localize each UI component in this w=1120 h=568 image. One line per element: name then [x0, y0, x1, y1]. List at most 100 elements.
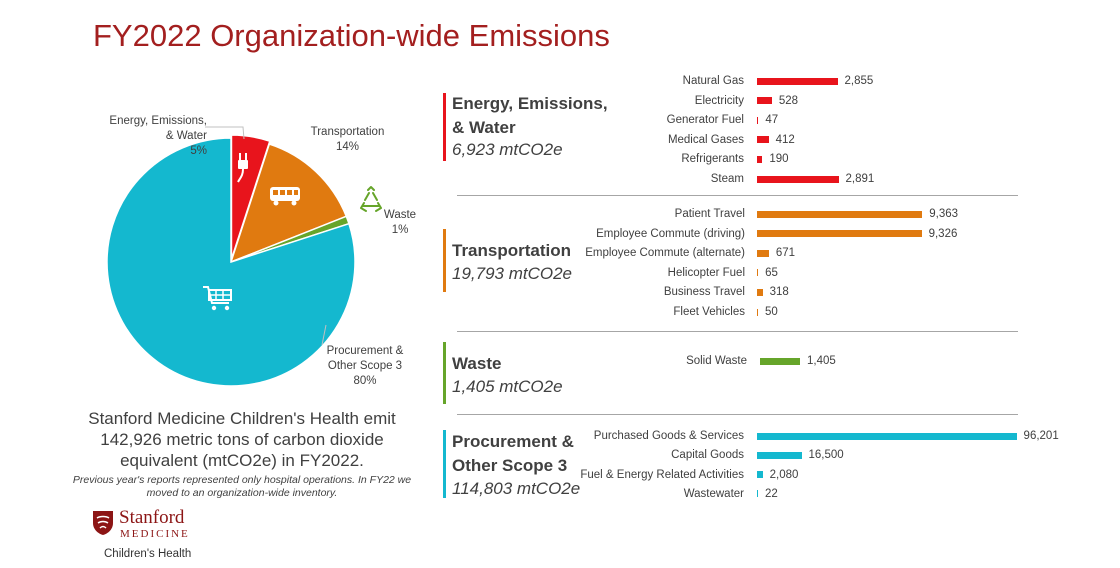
category-accent-waste [443, 342, 446, 404]
bar-value-procurement: 22 [765, 487, 778, 500]
shield-logo-icon [93, 511, 113, 535]
stanford-medicine-logo: Stanford MEDICINE Children's Health [92, 508, 212, 564]
bar-label-waste: Solid Waste [686, 355, 747, 367]
bar-value-energy: 528 [778, 94, 799, 107]
pie-label-energy-pct: 5% [190, 145, 207, 157]
bar-label-transportation: Patient Travel [674, 208, 745, 220]
pie-label-procurement-line1: Procurement & [326, 345, 404, 357]
bar-transportation [757, 288, 763, 296]
bar-label-procurement: Purchased Goods & Services [593, 430, 744, 442]
category-title-procurement: Procurement & Other Scope 3 [452, 430, 574, 478]
logo-childrens-health-text: Children's Health [104, 548, 192, 560]
bar-label-procurement: Capital Goods [671, 449, 744, 462]
pie-label-procurement-pct: 80% [353, 375, 377, 387]
category-title-procurement-line2: Other Scope 3 [452, 456, 568, 475]
bar-label-energy: Electricity [694, 94, 744, 107]
summary-main: Stanford Medicine Children's Health emit… [88, 409, 396, 470]
pie-label-transportation: Transportation 14% [300, 125, 395, 155]
bar-procurement [757, 451, 802, 459]
section-divider [457, 195, 1018, 196]
bar-transportation [757, 249, 769, 257]
category-accent-procurement [443, 430, 446, 498]
page-title: FY2022 Organization-wide Emissions [93, 18, 610, 53]
bar-label-energy: Steam [710, 173, 744, 185]
category-title-energy: Energy, Emissions, & Water [452, 92, 608, 140]
bar-label-energy: Refrigerants [681, 153, 744, 166]
summary-text: Stanford Medicine Children's Health emit… [62, 408, 422, 500]
bar-label-energy: Generator Fuel [666, 114, 744, 127]
bar-energy [757, 136, 769, 144]
bar-transportation [757, 210, 923, 218]
bar-transportation [757, 230, 922, 238]
bar-value-energy: 47 [765, 114, 779, 127]
bar-label-procurement: Fuel & Energy Related Activities [580, 468, 744, 481]
bar-label-transportation: Employee Commute (alternate) [585, 247, 745, 260]
bar-value-procurement: 96,201 [1023, 430, 1059, 442]
bar-value-procurement: 16,500 [808, 449, 844, 462]
bar-value-energy: 412 [775, 133, 795, 146]
pie-chart [106, 126, 382, 387]
section-divider [457, 414, 1018, 415]
pie-label-energy: Energy, Emissions, & Water 5% [97, 114, 207, 159]
bar-label-energy: Natural Gas [682, 75, 744, 87]
category-accent-energy [443, 93, 446, 161]
bar-label-procurement: Wastewater [683, 487, 744, 500]
bar-value-transportation: 671 [775, 247, 796, 260]
logo-medicine-text: MEDICINE [120, 528, 190, 540]
category-title-energy-line2: & Water [452, 118, 516, 137]
summary-note: Previous year's reports represented only… [72, 474, 412, 499]
bar-label-transportation: Helicopter Fuel [667, 266, 745, 279]
bar-label-transportation: Employee Commute (driving) [596, 227, 745, 240]
bus-icon [270, 187, 300, 206]
category-total-transportation: 19,793 mtCO2e [452, 264, 573, 283]
recycle-icon [360, 186, 382, 212]
bar-value-transportation: 65 [765, 266, 778, 279]
pie-label-procurement-line2: Other Scope 3 [327, 360, 403, 372]
pie-label-waste-name: Waste [383, 209, 417, 221]
pie-label-waste-pct: 1% [391, 224, 409, 236]
pie-slice-transportation [229, 143, 348, 264]
leader-line-procurement [321, 324, 327, 346]
bar-value-energy: 190 [769, 153, 789, 166]
bar-value-waste: 1,405 [807, 355, 836, 367]
bar-value-transportation: 9,363 [929, 208, 959, 220]
category-title-energy-line1: Energy, Emissions, [452, 94, 608, 113]
shopping-cart-icon [203, 286, 232, 311]
category-total-waste: 1,405 mtCO2e [452, 377, 563, 396]
pie-chart-area: Energy, Emissions, & Water 5% Transporta… [0, 0, 440, 400]
bar-value-transportation: 50 [765, 306, 778, 318]
leader-line-energy [205, 126, 245, 140]
bar-energy [757, 175, 839, 183]
category-title-procurement-line1: Procurement & [452, 432, 574, 451]
bar-waste [760, 357, 801, 365]
bar-value-transportation: 9,326 [928, 227, 958, 240]
category-title-waste: Waste [452, 354, 502, 373]
bar-label-energy: Medical Gases [667, 133, 744, 146]
section-divider [457, 331, 1018, 332]
pie-label-transportation-pct: 14% [335, 141, 360, 153]
pie-label-energy-line2: & Water [165, 130, 207, 142]
bar-energy [757, 155, 763, 163]
bar-transportation [757, 308, 758, 316]
bar-value-transportation: 318 [769, 286, 789, 299]
logo-stanford-text: Stanford [119, 507, 185, 528]
plug-icon [237, 153, 248, 183]
bar-energy [757, 97, 772, 105]
bar-energy [757, 77, 838, 85]
category-total-energy: 6,923 mtCO2e [452, 140, 563, 159]
category-title-transportation: Transportation [452, 241, 572, 260]
pie-slice-procurement [106, 137, 356, 387]
bar-energy [757, 116, 759, 124]
bar-procurement [757, 490, 758, 498]
pie-label-waste: Waste 1% [380, 208, 420, 238]
pie-label-transportation-name: Transportation [310, 126, 385, 138]
bar-label-transportation: Business Travel [663, 286, 745, 299]
bar-procurement [757, 432, 1017, 440]
bar-label-transportation: Fleet Vehicles [673, 306, 745, 318]
bar-transportation [757, 269, 759, 277]
category-total-procurement: 114,803 mtCO2e [452, 479, 581, 498]
bar-value-energy: 2,891 [845, 173, 875, 185]
pie-label-energy-line1: Energy, Emissions, [109, 115, 207, 127]
bar-value-energy: 2,855 [844, 75, 874, 87]
bar-value-procurement: 2,080 [769, 468, 799, 481]
